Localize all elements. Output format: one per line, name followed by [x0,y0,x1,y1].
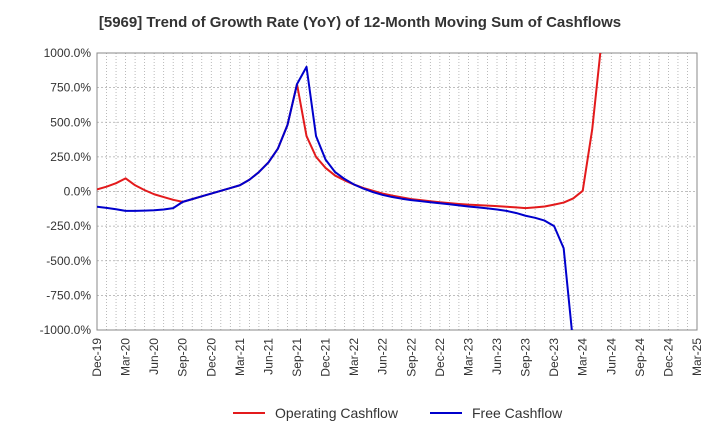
y-tick-label: 0.0% [64,185,92,199]
series-group [97,53,602,330]
x-tick-label: Sep-23 [519,338,533,377]
y-tick-label: -750.0% [46,288,91,302]
x-tick-label: Dec-23 [547,338,561,377]
axes: 1000.0% 750.0% 500.0% 250.0% 0.0% -250.0% -500… [40,46,704,377]
legend: Operating Cashflow Free Cashflow [233,405,563,421]
x-tick-label: Sep-24 [633,338,647,377]
x-tick-label: Sep-20 [176,338,190,377]
x-tick-label: Mar-22 [347,338,361,376]
y-tick-label: 750.0% [50,81,91,95]
x-tick-label: Dec-19 [90,338,104,377]
y-tick-label: -1000.0% [40,323,92,337]
y-tick-label: -500.0% [46,254,91,268]
y-tick-label: 1000.0% [44,46,92,60]
grid [97,53,697,330]
y-tick-label: 500.0% [50,115,91,129]
x-tick-label: Mar-25 [690,338,704,376]
x-tick-label: Mar-20 [119,338,133,376]
x-tick-label: Jun-20 [147,338,161,375]
x-tick-label: Dec-22 [433,338,447,377]
x-tick-label: Jun-22 [376,338,390,375]
x-tick-label: Jun-24 [604,338,618,375]
y-tick-label: 250.0% [50,150,91,164]
x-tick-label: Sep-21 [290,338,304,377]
x-tick-label: Jun-21 [261,338,275,375]
x-tick-label: Dec-24 [661,338,675,377]
series-line-free-cashflow [97,65,573,330]
x-tick-label: Sep-22 [404,338,418,377]
x-tick-label: Mar-23 [461,338,475,376]
x-tick-label: Mar-21 [233,338,247,376]
x-tick-label: Dec-21 [319,338,333,377]
x-tick-label: Jun-23 [490,338,504,375]
legend-label: Operating Cashflow [275,405,399,421]
y-tick-label: -250.0% [46,219,91,233]
chart-title: [5969] Trend of Growth Rate (YoY) of 12-… [98,14,622,31]
legend-label: Free Cashflow [472,405,563,421]
x-tick-label: Mar-24 [576,338,590,376]
plot-frame [96,52,698,331]
x-tick-label: Dec-20 [204,338,218,377]
